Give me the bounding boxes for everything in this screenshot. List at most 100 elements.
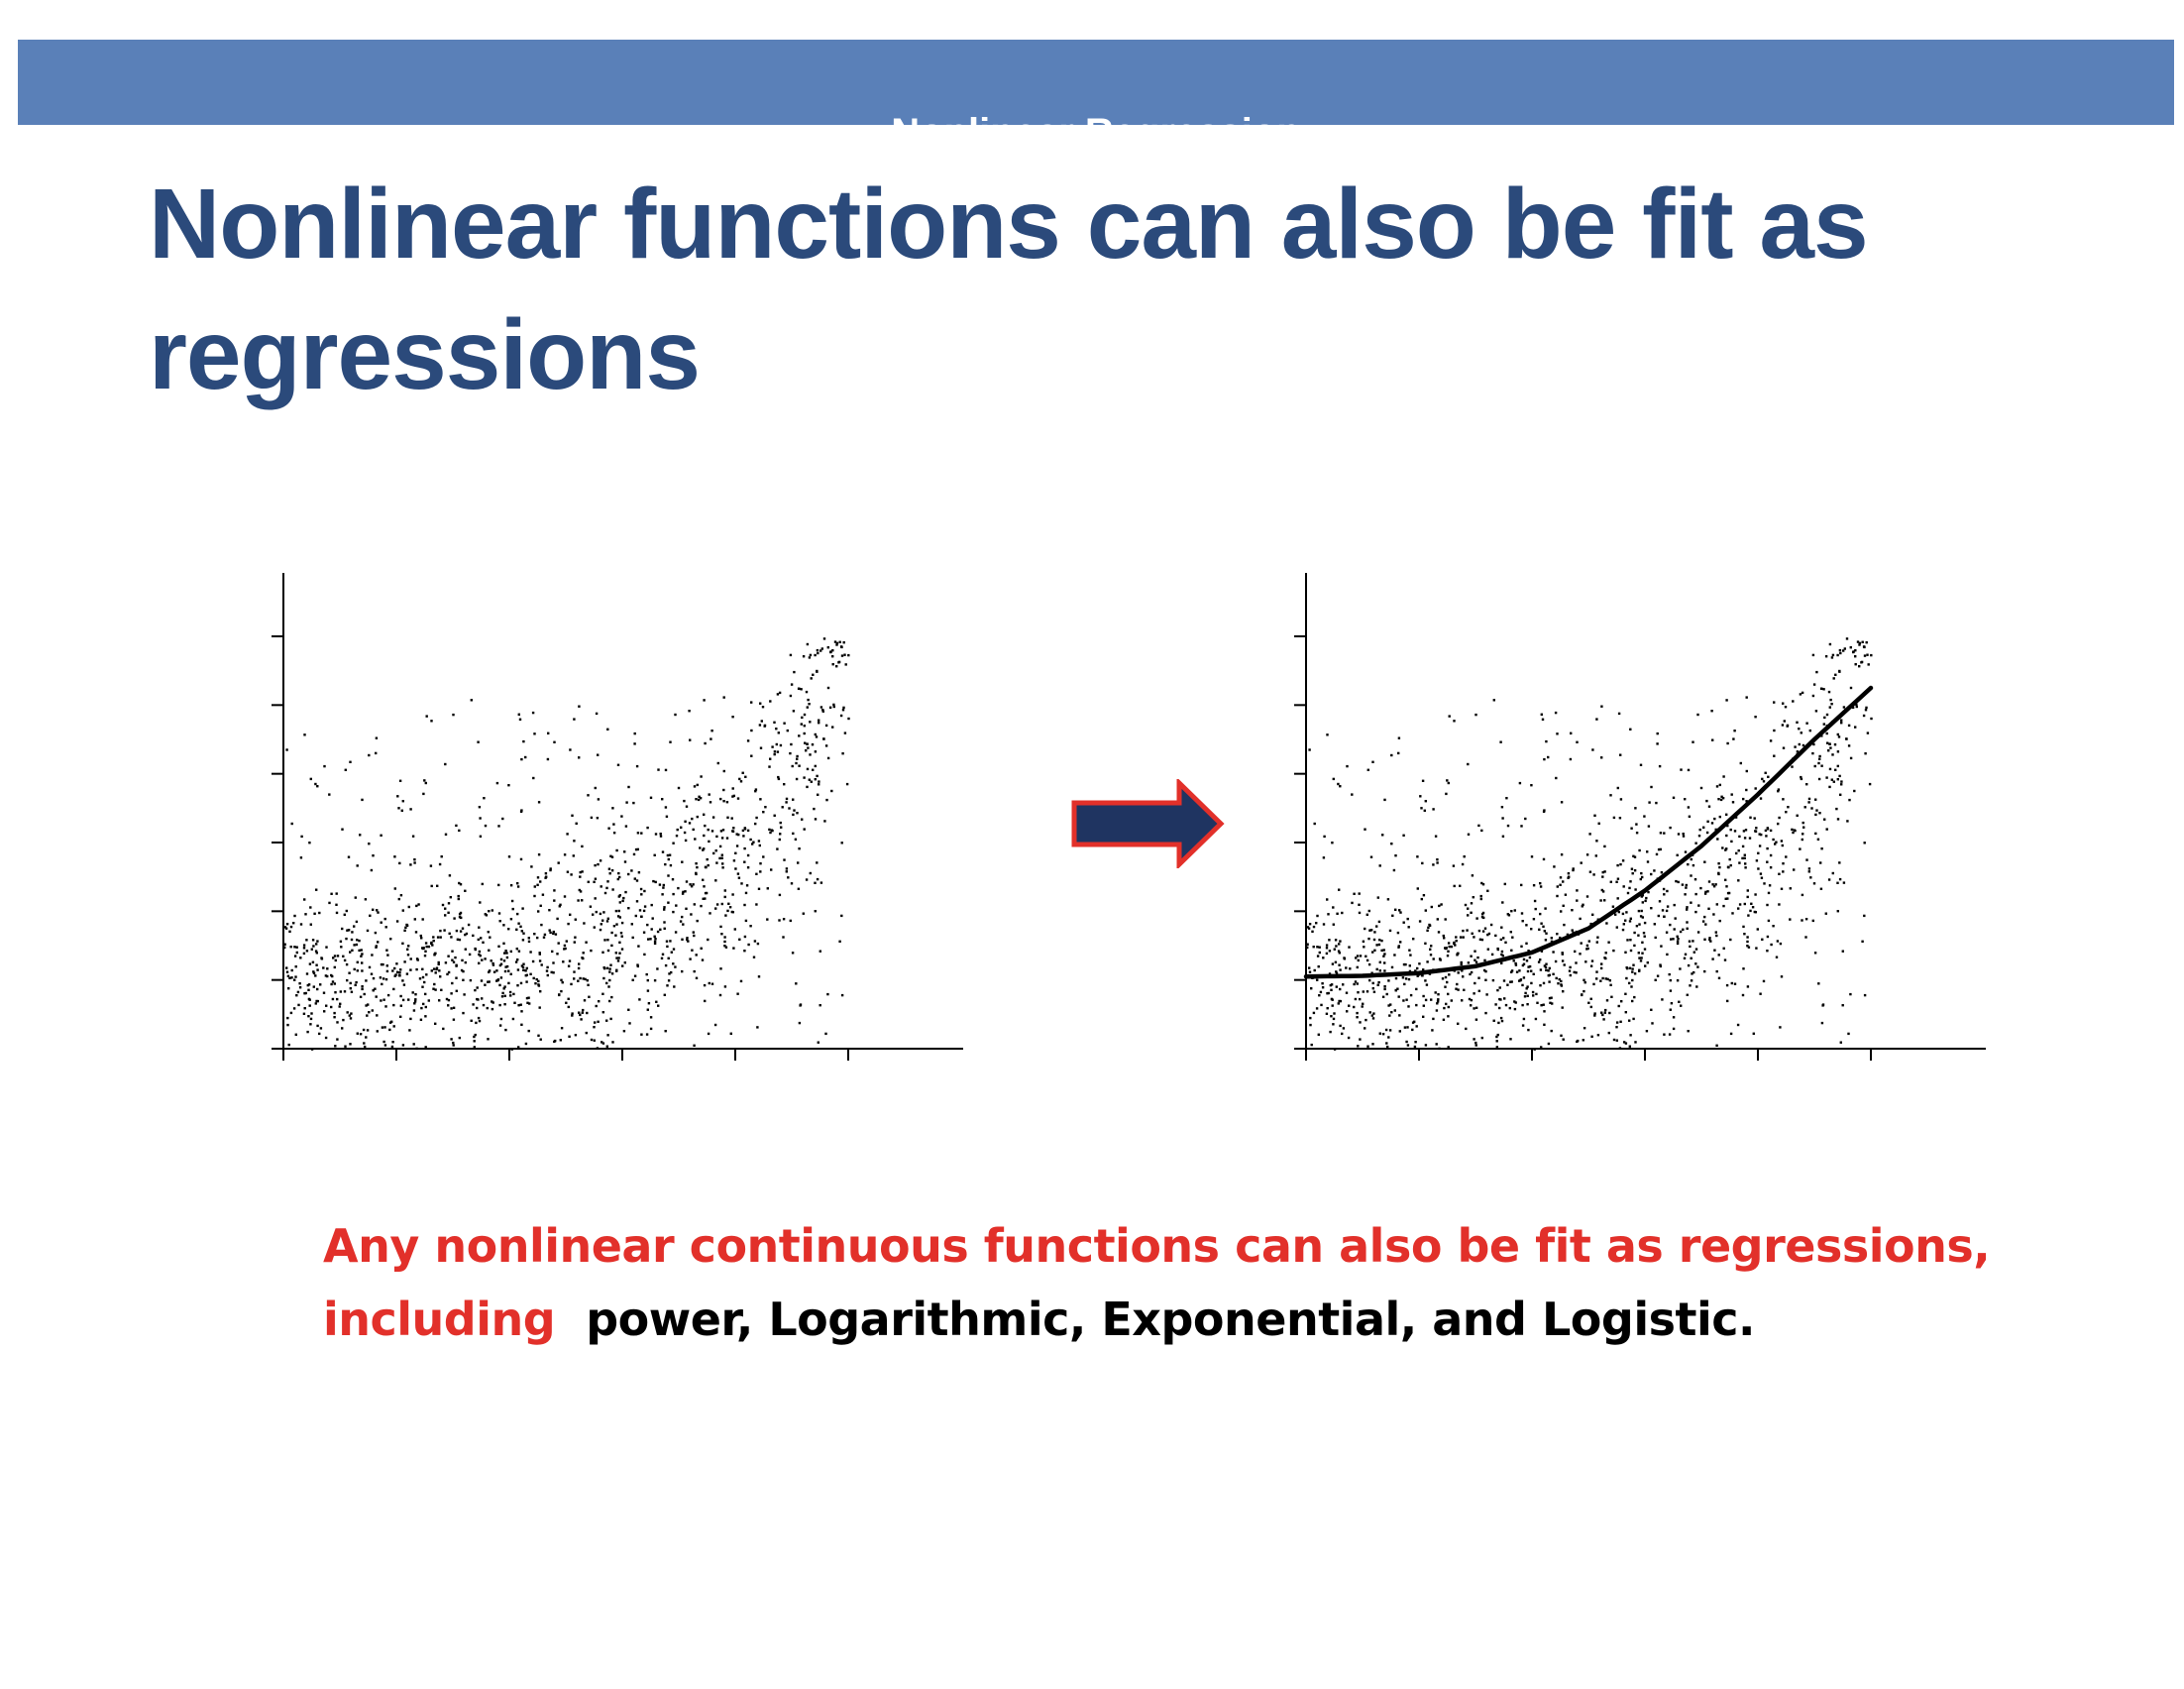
data-point	[677, 886, 680, 890]
data-point	[1353, 1005, 1356, 1009]
data-point	[1473, 1038, 1475, 1041]
data-point	[544, 876, 547, 879]
data-point	[1690, 857, 1693, 861]
data-point	[1471, 932, 1474, 935]
data-point	[442, 1027, 445, 1031]
data-point	[286, 974, 290, 977]
data-point	[487, 931, 490, 934]
data-point	[793, 670, 796, 674]
data-point	[1694, 910, 1697, 914]
data-point	[792, 832, 795, 836]
data-point	[1308, 966, 1311, 969]
data-point	[300, 835, 303, 839]
data-point	[1849, 756, 1853, 760]
data-point	[603, 939, 606, 942]
data-point	[624, 825, 628, 828]
data-point	[288, 930, 291, 933]
data-point	[1707, 880, 1711, 883]
data-point	[1473, 936, 1475, 939]
data-point	[488, 910, 491, 913]
data-point	[699, 846, 702, 849]
data-point	[546, 757, 550, 761]
data-point	[593, 1039, 596, 1042]
data-point	[541, 893, 545, 896]
data-point	[334, 991, 337, 994]
data-point	[826, 646, 829, 649]
data-point	[1601, 1013, 1604, 1017]
data-point	[479, 901, 482, 904]
data-point	[1778, 816, 1781, 820]
data-point	[524, 969, 527, 972]
data-point	[1521, 1024, 1525, 1027]
data-point	[816, 774, 819, 778]
data-point	[550, 970, 553, 974]
data-point	[447, 1004, 450, 1007]
data-point	[418, 977, 422, 980]
data-point	[1639, 959, 1643, 962]
data-point	[1638, 969, 1641, 972]
data-point	[743, 950, 746, 953]
data-point	[835, 643, 838, 646]
data-point	[819, 1004, 821, 1007]
data-point	[1378, 939, 1381, 942]
data-point	[1483, 958, 1486, 962]
data-point	[1820, 734, 1823, 737]
data-point	[538, 959, 542, 962]
data-point	[1656, 742, 1659, 745]
data-point	[1499, 740, 1502, 743]
data-point	[1555, 976, 1558, 980]
data-point	[785, 801, 788, 804]
data-point	[415, 967, 418, 971]
data-point	[1596, 936, 1599, 939]
data-point	[1767, 775, 1770, 778]
data-point	[1799, 847, 1802, 850]
data-point	[1551, 1002, 1554, 1005]
data-point	[1480, 913, 1484, 916]
data-point	[502, 987, 505, 990]
data-point	[1690, 979, 1693, 982]
data-point	[738, 777, 741, 781]
data-point	[498, 920, 501, 923]
data-point	[1693, 970, 1695, 974]
data-point	[434, 988, 437, 991]
data-point	[1603, 957, 1606, 959]
data-point	[1715, 785, 1719, 788]
data-point	[488, 969, 491, 972]
data-point	[1836, 653, 1839, 657]
data-point	[572, 854, 575, 857]
data-point	[1807, 870, 1810, 873]
data-point	[312, 971, 316, 975]
data-point	[1863, 993, 1867, 997]
data-point	[507, 969, 510, 972]
data-point	[543, 933, 547, 937]
data-point	[474, 1033, 477, 1037]
data-point	[533, 894, 536, 898]
data-point	[1403, 1026, 1407, 1029]
data-point	[1755, 827, 1758, 830]
data-point	[574, 918, 577, 921]
data-point	[349, 981, 352, 985]
data-point	[1387, 1036, 1390, 1039]
data-point	[1696, 965, 1699, 968]
data-point	[664, 806, 668, 809]
data-point	[344, 768, 347, 771]
data-point	[1583, 989, 1585, 993]
data-point	[1866, 732, 1870, 734]
data-point	[803, 725, 806, 728]
data-point	[509, 950, 512, 954]
data-point	[795, 982, 798, 985]
data-point	[1473, 1007, 1475, 1010]
data-point	[566, 870, 570, 873]
data-point	[1316, 955, 1320, 957]
data-point	[1769, 866, 1773, 869]
data-point	[1429, 948, 1432, 951]
data-point	[315, 952, 318, 955]
data-point	[318, 1032, 321, 1036]
data-point	[422, 792, 425, 796]
data-point	[549, 931, 552, 935]
data-point	[1683, 957, 1687, 959]
data-point	[762, 855, 765, 858]
data-point	[691, 949, 694, 952]
data-point	[1460, 962, 1463, 965]
data-point	[1527, 950, 1530, 953]
